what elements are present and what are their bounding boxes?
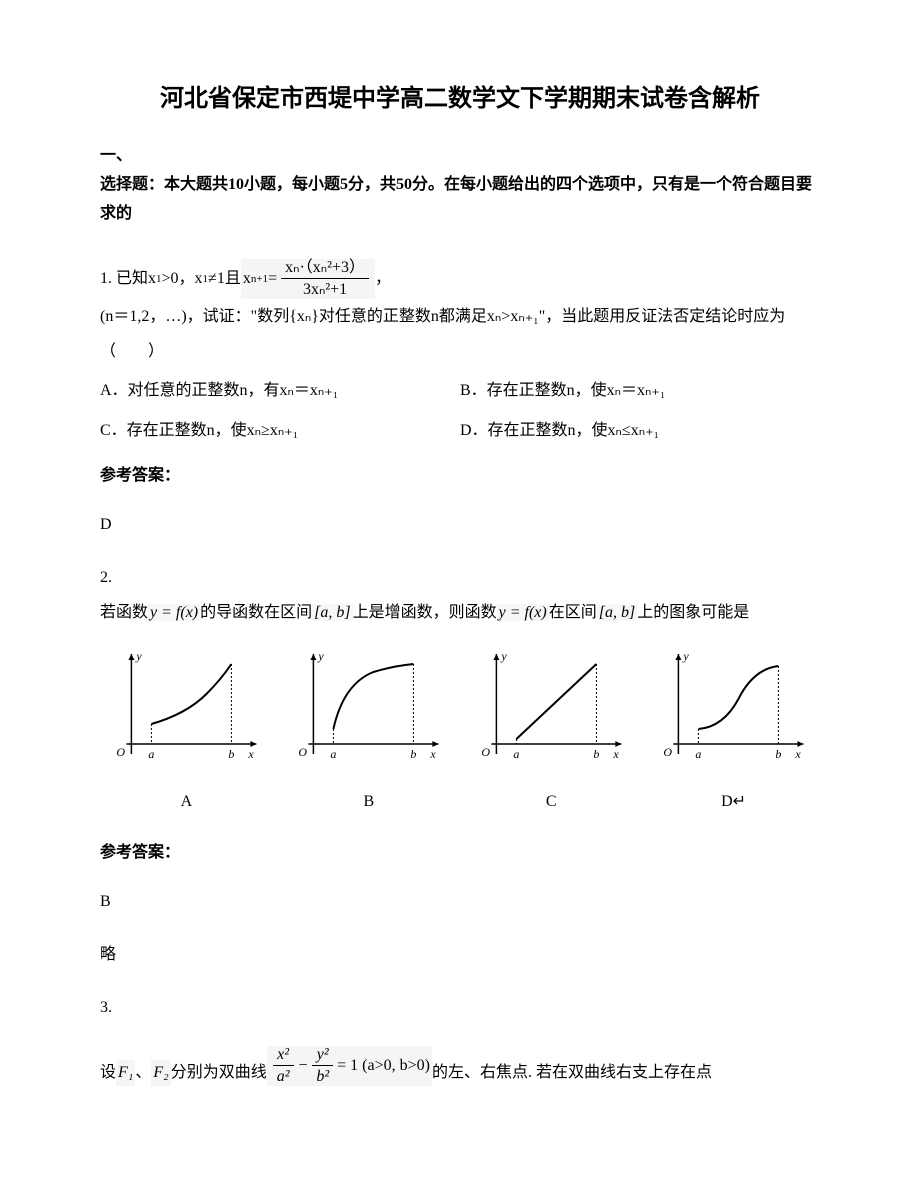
chart-b-svg: y O a b x [282,644,455,764]
q1-options-row-1: A．对任意的正整数n，有xₙ＝xₙ₊₁ B．存在正整数n，使xₙ＝xₙ₊₁ [100,373,820,408]
q2-text-d: 在区间 [549,604,597,621]
chart-c-xlabel: x [612,747,619,761]
chart-b-xlabel: x [430,747,437,761]
q2-statement: 若函数y = f(x)的导函数在区间[a, b]上是增函数，则函数y = f(x… [100,595,820,630]
q3-tail: 的左、右焦点. 若在双曲线右支上存在点 [432,1060,712,1086]
q2-answer-label: 参考答案： [100,835,820,870]
q1-frac-bot: 3xₙ²+1 [281,279,369,299]
q2-label-b: B [282,784,455,819]
page-title: 河北省保定市西堤中学高二数学文下学期期末试卷含解析 [100,80,820,118]
q3-eq: = 1 (a>0, b>0) [337,1053,430,1079]
chart-b-tick-b: b [411,747,417,761]
question-2: 2. 若函数y = f(x)的导函数在区间[a, b]上是增函数，则函数y = … [100,560,820,972]
q2-formula-1: y = f(x) [148,604,200,621]
q1-option-a: A．对任意的正整数n，有xₙ＝xₙ₊₁ [100,373,460,408]
q3-frac2-bot: b² [312,1066,333,1086]
section-instruction: 选择题：本大题共10小题，每小题5分，共50分。在每小题给出的四个选项中，只有是… [100,176,812,222]
chart-d-tick-b: b [776,747,782,761]
q2-label-d: D↵ [647,784,820,819]
q3-f1: F₁ [116,1060,135,1086]
q1-comma: ， [375,261,391,296]
chart-d-xlabel: x [795,747,802,761]
q3-frac1-top: x² [273,1046,294,1067]
chart-d-svg: y O a b x [647,644,820,764]
q2-chart-b: y O a b x [282,644,455,777]
q2-label-a: A [100,784,273,819]
chart-b-tick-a: a [331,747,337,761]
q1-option-c: C．存在正整数n，使xₙ≥xₙ₊₁ [100,413,460,448]
q3-frac2-top: y² [312,1046,333,1067]
chart-d-ylabel: y [683,649,690,663]
q1-answer-label: 参考答案： [100,458,820,493]
q1-fraction: xₙ·（xₙ²+3） 3xₙ²+1 [281,259,369,299]
q3-frac-1: x² a² [273,1046,294,1086]
q2-chart-a: y O a b x [100,644,273,777]
q2-chart-labels: A B C D↵ [100,784,820,819]
q2-number: 2. [100,560,820,595]
chart-c-tick-b: b [593,747,599,761]
q2-chart-d: y O a b x [647,644,820,777]
q2-text-c: 上是增函数，则函数 [353,604,497,621]
q1-text-prefix: 1. 已知x [100,261,156,296]
q1-formula: xn+1= xₙ·（xₙ²+3） 3xₙ²+1 [241,259,375,299]
q3-equation: x² a² − y² b² = 1 (a>0, b>0) [267,1046,432,1086]
q3-number: 3. [100,990,820,1025]
q2-formula-2: y = f(x) [497,604,549,621]
q3-sep: 、 [135,1060,151,1086]
q1-options-row-2: C．存在正整数n，使xₙ≥xₙ₊₁ D．存在正整数n，使xₙ≤xₙ₊₁ [100,413,820,448]
q2-interval-2: [a, b] [597,604,637,621]
q3-prefix: 设 [100,1060,116,1086]
q1-option-d: D．存在正整数n，使xₙ≤xₙ₊₁ [460,413,820,448]
q2-interval-1: [a, b] [312,604,352,621]
chart-d-tick-a: a [696,747,702,761]
q2-text-a: 若函数 [100,604,148,621]
q3-frac-2: y² b² [312,1046,333,1086]
chart-a-tick-b: b [228,747,234,761]
q3-minus: − [298,1053,309,1079]
q3-f2: F₂ [151,1060,170,1086]
q3-statement: 设 F₁ 、 F₂ 分别为双曲线 x² a² − y² b² = 1 (a>0,… [100,1046,820,1086]
q1-intro-line: 1. 已知x1>0，x1≠1且 xn+1= xₙ·（xₙ²+3） 3xₙ²+1 … [100,259,820,299]
q1-answer-value: D [100,507,820,542]
chart-d-origin: O [664,745,673,759]
q2-answer-value: B [100,884,820,919]
q2-text-e: 上的图象可能是 [637,604,749,621]
chart-a-xlabel: x [247,747,254,761]
chart-c-origin: O [481,745,490,759]
chart-b-ylabel: y [318,649,325,663]
question-1: 1. 已知x1>0，x1≠1且 xn+1= xₙ·（xₙ²+3） 3xₙ²+1 … [100,259,820,542]
chart-a-tick-a: a [148,747,154,761]
section-1-heading: 一、 选择题：本大题共10小题，每小题5分，共50分。在每小题给出的四个选项中，… [100,142,820,228]
chart-b-origin: O [299,745,308,759]
chart-c-ylabel: y [500,649,507,663]
chart-a-ylabel: y [135,649,142,663]
q1-eq-eq: = [268,261,277,296]
q2-charts: y O a b x y O a b [100,644,820,777]
chart-c-svg: y O a b x [465,644,638,764]
q1-text-ne: ≠1且 [208,261,241,296]
q3-frac1-bot: a² [273,1066,294,1086]
q1-frac-top: xₙ·（xₙ²+3） [281,259,369,280]
question-3: 3. 设 F₁ 、 F₂ 分别为双曲线 x² a² − y² b² = 1 (a… [100,990,820,1085]
q1-eq-left: x [243,261,251,296]
chart-c-tick-a: a [513,747,519,761]
chart-a-svg: y O a b x [100,644,273,764]
q2-text-b: 的导函数在区间 [200,604,312,621]
section-number: 一、 [100,147,132,164]
q3-mid: 分别为双曲线 [171,1060,267,1086]
q2-label-c: C [465,784,638,819]
q1-eq-left-sub: n+1 [251,267,268,291]
chart-a-origin: O [116,745,125,759]
q2-chart-c: y O a b x [465,644,638,777]
q1-option-b: B．存在正整数n，使xₙ＝xₙ₊₁ [460,373,820,408]
q2-note: 略 [100,937,820,972]
q1-text: >0，x [162,261,203,296]
q1-statement: (n＝1,2，…)，试证："数列{xₙ}对任意的正整数n都满足xₙ>xₙ₊₁"，… [100,299,820,369]
